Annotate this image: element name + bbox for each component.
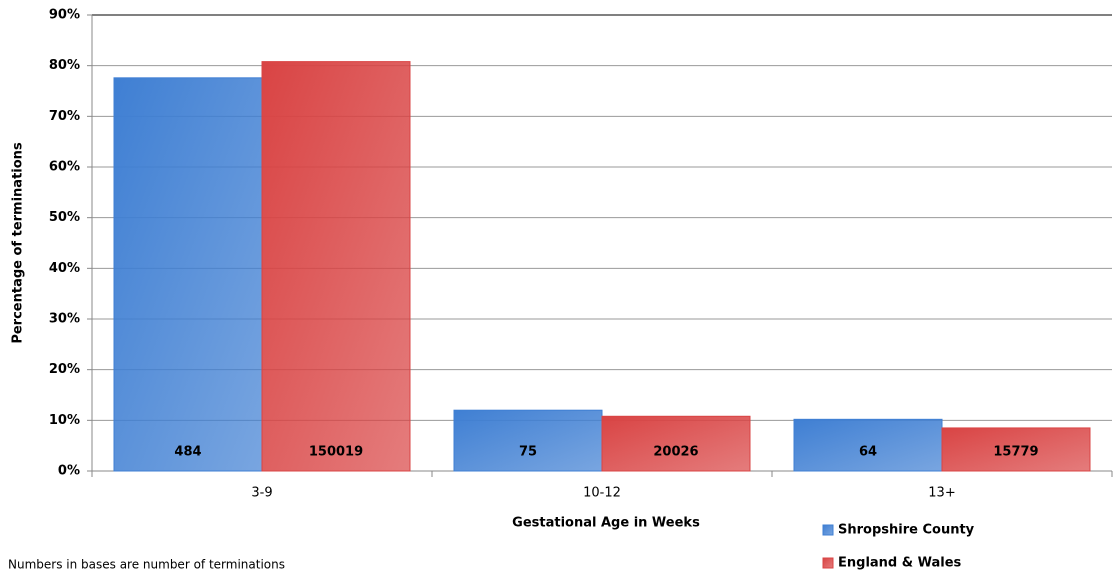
y-tick-label: 40%: [49, 261, 80, 276]
legend-label: England & Wales: [838, 556, 962, 571]
base-label: 484: [174, 445, 201, 460]
bar: [941, 427, 1091, 472]
base-label: 150019: [309, 445, 363, 460]
legend-swatch: [822, 557, 834, 569]
y-tick-label: 70%: [49, 109, 80, 124]
y-tick-label: 0%: [58, 464, 80, 479]
y-tick-label: 50%: [49, 210, 80, 225]
note: Numbers in bases are number of terminati…: [8, 558, 285, 571]
x-axis-title: Gestational Age in Weeks: [512, 516, 700, 531]
y-tick-label: 90%: [49, 8, 80, 23]
y-axis-title: Percentage of terminations: [11, 142, 26, 344]
base-label: 64: [859, 445, 877, 460]
x-tick-label: 13+: [928, 486, 955, 501]
legend-label: Shropshire County: [838, 523, 975, 538]
y-tick-label: 30%: [49, 312, 80, 327]
y-tick-label: 10%: [49, 413, 80, 428]
bar: [113, 77, 263, 472]
bar: [601, 415, 751, 472]
bar: [261, 61, 411, 472]
base-label: 75: [519, 445, 537, 460]
y-tick-label: 20%: [49, 362, 80, 377]
base-label: 15779: [993, 445, 1038, 460]
y-tick-label: 80%: [49, 58, 80, 73]
y-tick-label: 60%: [49, 160, 80, 175]
base-label: 20026: [653, 445, 698, 460]
bar: [453, 409, 603, 472]
bar: [793, 418, 943, 472]
x-tick-label: 10-12: [583, 486, 621, 501]
x-tick-label: 3-9: [251, 486, 272, 501]
legend-swatch: [822, 524, 834, 536]
